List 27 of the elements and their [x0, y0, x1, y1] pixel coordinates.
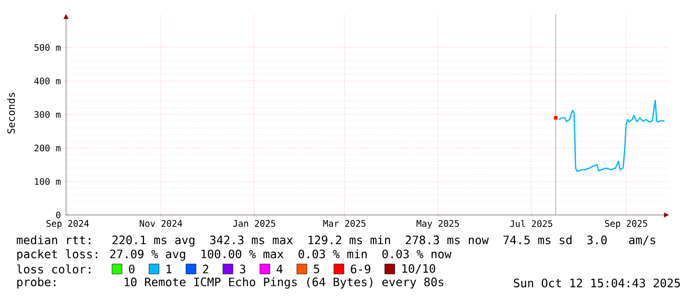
text: packet loss: 27.09 % avg 100.00 % max 0.03 % min 0.03 % now [17, 249, 452, 261]
text: Sun Oct 12 15:04:43 2025 [514, 278, 680, 288]
y-tick-label: 0 [56, 212, 60, 218]
legend-label: 4 [276, 264, 283, 274]
y-tick-label: 200 m [34, 144, 61, 152]
legend-label: 0 [128, 264, 134, 274]
legend-label: 5 [314, 264, 320, 274]
y-axis-title: Seconds [7, 92, 15, 134]
y-tick-label: 500 m [34, 44, 61, 51]
legend-label: 6-9 [350, 264, 370, 274]
legend-label: 2 [203, 264, 208, 274]
legend-label: 3 [240, 264, 246, 274]
y-tick-label: 100 m [34, 178, 61, 185]
x-tick-label: Sep 2024 [46, 220, 89, 229]
y-tick-label: 400 m [34, 78, 61, 84]
x-tick-label: Jul 2025 [510, 220, 552, 228]
x-tick-label: May 2025 [416, 220, 459, 229]
x-tick-label: Mar 2025 [323, 220, 366, 227]
text: probe: 10 Remote ICMP Echo Pings (64 Bytes) every 80s [17, 277, 444, 289]
legend-title: loss color: [17, 264, 90, 274]
x-tick-label: Jan 2025 [233, 220, 276, 227]
y-tick-label: 300 m [34, 111, 61, 118]
legend-label: 1 [166, 264, 172, 274]
legend-label: 10/10 [402, 264, 436, 274]
x-tick-label: Sep 2025 [605, 220, 648, 229]
text: median rtt: 220.1 ms avg 342.3 ms max 129.2 ms min 278.3 ms now 74.5 ms sd 3.0 am/s [16, 235, 656, 247]
x-tick-label: Nov 2024 [140, 220, 182, 227]
